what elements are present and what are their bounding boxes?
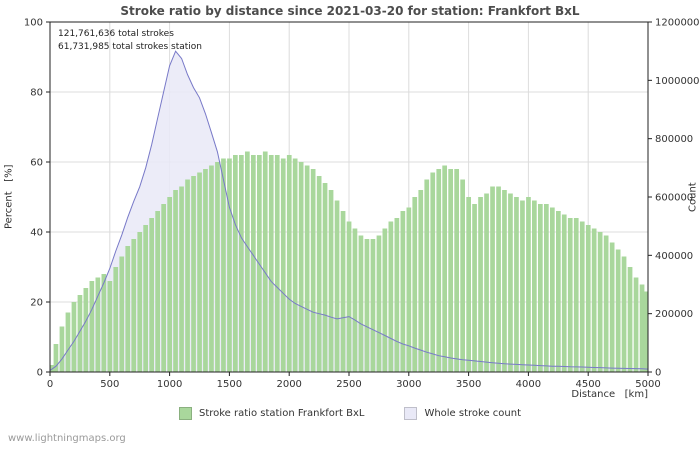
svg-text:800000: 800000 (655, 134, 693, 145)
svg-text:0: 0 (655, 368, 661, 379)
svg-text:0: 0 (37, 368, 43, 379)
svg-text:4000: 4000 (516, 379, 541, 390)
svg-text:0: 0 (47, 379, 53, 390)
svg-text:4500: 4500 (575, 379, 600, 390)
svg-text:3000: 3000 (396, 379, 421, 390)
watermark: www.lightningmaps.org (8, 433, 126, 444)
svg-text:200000: 200000 (655, 309, 693, 320)
svg-text:2500: 2500 (336, 379, 361, 390)
svg-text:3500: 3500 (456, 379, 481, 390)
legend-label-stroke-ratio: Stroke ratio station Frankfort BxL (198, 408, 365, 419)
svg-text:40: 40 (30, 228, 43, 239)
svg-text:1200000: 1200000 (655, 18, 700, 29)
svg-text:1000: 1000 (157, 379, 182, 390)
total-strokes-line: 121,761,636 total strokes (58, 29, 174, 39)
legend-label-whole-count: Whole stroke count (424, 408, 522, 419)
legend: Stroke ratio station Frankfort BxL Whole… (0, 407, 700, 420)
svg-text:500: 500 (100, 379, 119, 390)
svg-text:60: 60 (30, 158, 43, 169)
whole-stroke-count-line (49, 50, 649, 371)
svg-text:2000: 2000 (276, 379, 301, 390)
svg-text:600000: 600000 (655, 193, 693, 204)
legend-swatch-stroke-ratio (178, 407, 192, 420)
chart-title: Stroke ratio by distance since 2021-03-2… (120, 4, 580, 18)
legend-item-whole-count: Whole stroke count (404, 407, 521, 420)
left-axis-title: Percent [%] (3, 164, 15, 230)
svg-text:1500: 1500 (217, 379, 242, 390)
right-axis-title: Count (687, 182, 699, 212)
x-axis-title: Distance [km] (571, 389, 648, 400)
legend-swatch-whole-count (404, 407, 418, 420)
legend-item-stroke-ratio: Stroke ratio station Frankfort BxL (178, 407, 365, 420)
axis-ticks: 0204060801000200000400000600000800000100… (24, 18, 700, 391)
svg-text:20: 20 (30, 298, 43, 309)
svg-text:80: 80 (30, 88, 43, 99)
total-strokes-station-line: 61,731,985 total strokes station (58, 42, 203, 52)
svg-text:100: 100 (24, 18, 43, 29)
svg-text:5000: 5000 (635, 379, 660, 390)
stroke-ratio-bars (50, 151, 648, 372)
svg-text:1000000: 1000000 (655, 76, 700, 87)
totals-annotation: 121,761,636 total strokes 61,731,985 tot… (58, 28, 202, 54)
svg-text:400000: 400000 (655, 251, 693, 262)
